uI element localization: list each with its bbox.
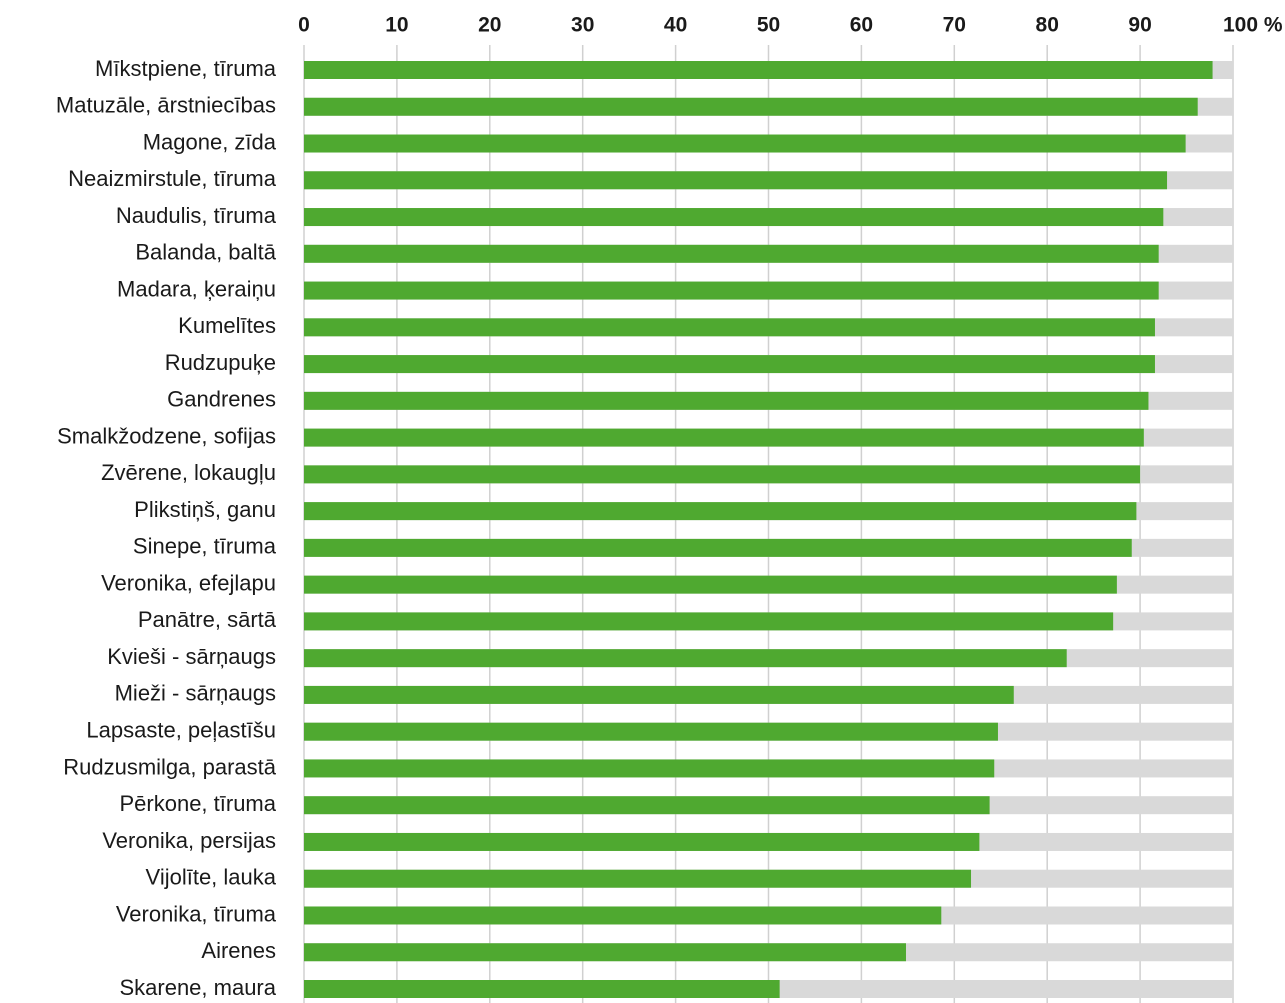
y-tick-label: Sinepe, tīruma [133, 534, 277, 559]
bar [304, 869, 972, 888]
y-tick-label: Neaizmirstule, tīruma [68, 166, 277, 191]
y-tick-label: Veronika, tīruma [116, 901, 277, 926]
y-tick-label: Kumelītes [178, 313, 276, 338]
bar [304, 391, 1149, 410]
bar [304, 171, 1168, 190]
bar [304, 906, 942, 925]
y-tick-label: Veronika, efejlapu [101, 570, 276, 595]
bar [304, 318, 1155, 337]
y-tick-label: Panātre, sārtā [138, 607, 277, 632]
y-tick-label: Mīkstpiene, tīruma [95, 56, 277, 81]
y-tick-label: Rudzusmilga, parastā [63, 754, 277, 779]
y-tick-label: Veronika, persijas [102, 828, 276, 853]
y-tick-label: Vijolīte, lauka [146, 865, 277, 890]
x-tick-label: 20 [478, 14, 501, 37]
bar [304, 575, 1117, 594]
y-tick-label: Airenes [201, 938, 276, 963]
bar [304, 281, 1159, 300]
y-tick-label: Madara, ķeraiņu [117, 276, 276, 301]
bar [304, 502, 1137, 521]
x-tick-label: 70 [943, 14, 966, 37]
bar [304, 796, 990, 815]
bar [304, 244, 1159, 263]
x-tick-label: 30 [571, 14, 594, 37]
bar [304, 649, 1067, 668]
x-tick-label: 0 [298, 14, 310, 37]
y-tick-label: Smalkžodzene, sofijas [57, 423, 276, 448]
y-tick-label: Zvērene, lokaugļu [101, 460, 276, 485]
y-tick-label: Magone, zīda [143, 129, 277, 154]
y-tick-label: Lapsaste, peļastīšu [86, 717, 276, 742]
bars [304, 61, 1233, 998]
bar [304, 208, 1164, 227]
x-tick-label: 80 [1036, 14, 1059, 37]
bar [304, 428, 1144, 447]
y-tick-label: Matuzāle, ārstniecības [56, 93, 276, 118]
bar [304, 685, 1014, 704]
bar [304, 61, 1213, 79]
bar [304, 465, 1141, 484]
y-tick-label: Pērkone, tīruma [119, 791, 276, 816]
y-tick-label: Naudulis, tīruma [116, 203, 277, 228]
bar [304, 980, 780, 998]
bar [304, 538, 1132, 557]
bar [304, 943, 906, 962]
x-tick-label: 10 [385, 14, 408, 37]
x-tick-label: 50 [757, 14, 780, 37]
bar [304, 722, 998, 741]
bar [304, 612, 1114, 631]
bar [304, 134, 1186, 153]
y-tick-label: Kvieši - sārņaugs [107, 644, 276, 669]
bar [304, 759, 995, 778]
y-tick-label: Gandrenes [167, 387, 276, 412]
y-tick-label: Rudzupuķe [165, 350, 276, 375]
bar [304, 355, 1155, 374]
bar [304, 832, 980, 851]
y-tick-label: Skarene, maura [119, 975, 276, 1000]
x-tick-label: 90 [1128, 14, 1151, 37]
bar [304, 97, 1198, 116]
x-tick-label: 60 [850, 14, 873, 37]
y-tick-label: Plikstiņš, ganu [134, 497, 276, 522]
y-tick-label: Mieži - sārņaugs [115, 681, 276, 706]
y-tick-label: Balanda, baltā [135, 240, 276, 265]
x-tick-label: 100 % [1223, 14, 1283, 37]
x-tick-label: 40 [664, 14, 687, 37]
